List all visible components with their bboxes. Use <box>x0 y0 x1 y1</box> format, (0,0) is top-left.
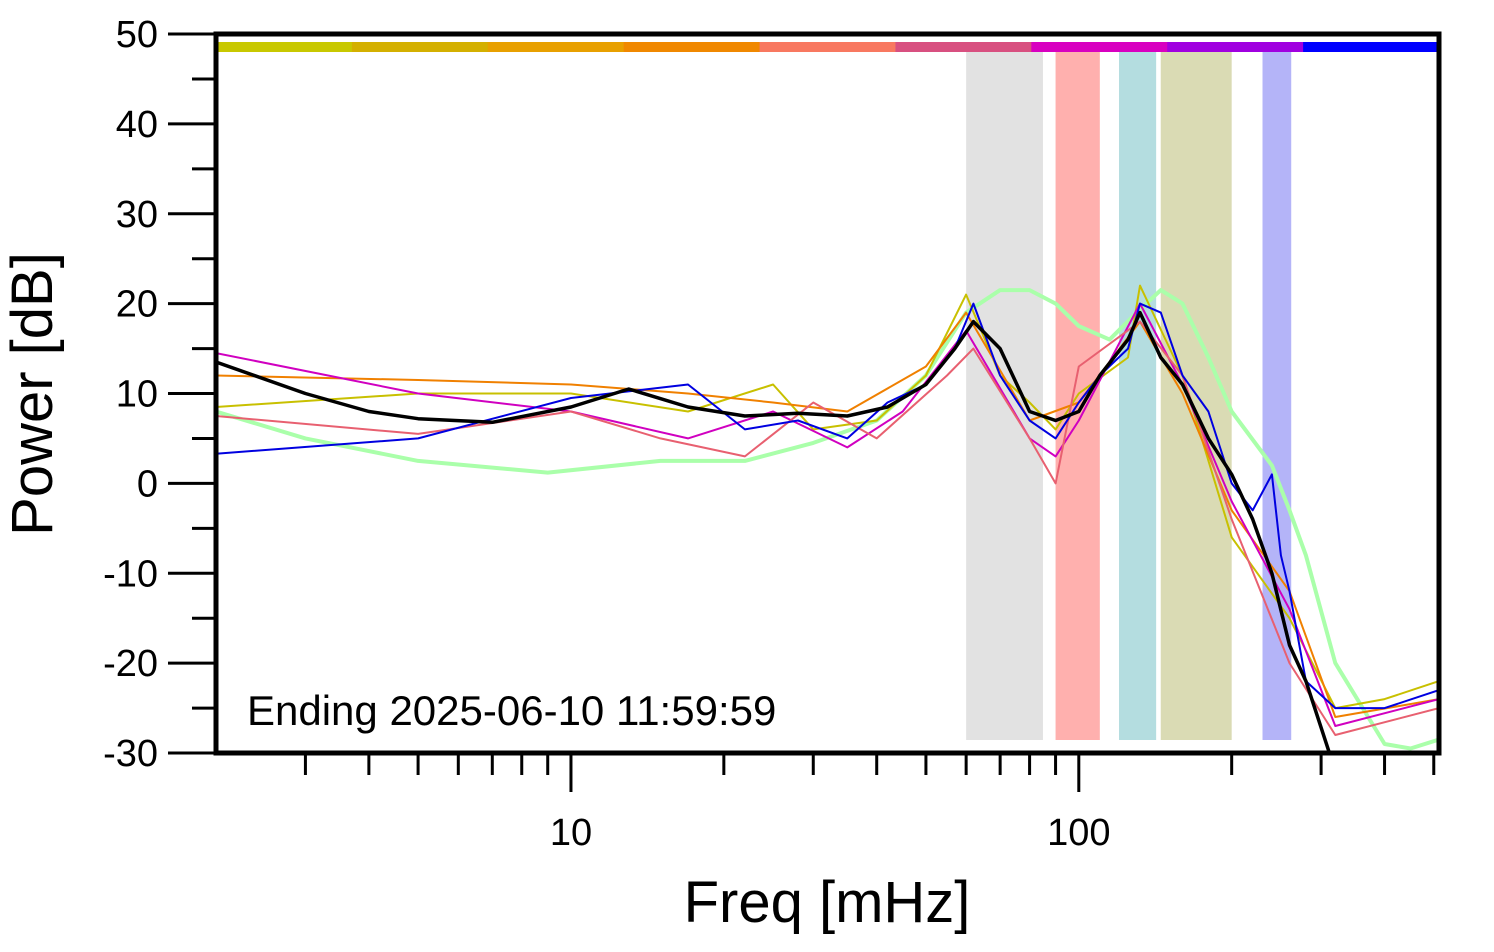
y-tick-label: 40 <box>116 104 158 146</box>
series-line <box>216 284 1439 710</box>
axes: -30 -20 -10 0 10 20 30 40 50 10 100 <box>103 14 1436 854</box>
plot-frame <box>213 31 1442 756</box>
x-axis-title: Freq [mHz] <box>684 870 971 935</box>
series-line <box>216 302 1439 710</box>
colorbar-segment <box>1303 42 1440 52</box>
colorbar <box>216 42 1440 52</box>
x-tick-label: 10 <box>550 812 592 854</box>
colorbar-segment <box>351 42 489 52</box>
band <box>1119 52 1157 740</box>
colorbar-segment <box>895 42 1032 52</box>
colorbar-segment <box>759 42 896 52</box>
series-line <box>216 311 1439 718</box>
y-axis-title: Power [dB] <box>0 252 65 536</box>
annotation: Ending 2025-06-10 11:59:59 <box>247 687 776 734</box>
colorbar-segment <box>1031 42 1168 52</box>
y-tick-label: 50 <box>116 14 158 56</box>
lines <box>216 284 1439 753</box>
colorbar-segment <box>487 42 625 52</box>
colorbar-segment <box>1167 42 1304 52</box>
y-tick-label: 30 <box>116 194 158 236</box>
x-tick-label: 100 <box>1047 812 1110 854</box>
series-line <box>216 320 1439 736</box>
y-tick-label: -20 <box>103 643 158 685</box>
y-tick-label: 20 <box>116 284 158 326</box>
y-tick-label: -30 <box>103 733 158 775</box>
y-tick-label: -10 <box>103 553 158 595</box>
colorbar-segment <box>216 42 353 52</box>
y-tick-label: 0 <box>137 463 158 505</box>
series-line <box>216 302 1439 727</box>
colorbar-segment <box>623 42 761 52</box>
y-tick-label: 10 <box>116 374 158 416</box>
series-line <box>216 288 1439 751</box>
series-line <box>216 310 1332 753</box>
